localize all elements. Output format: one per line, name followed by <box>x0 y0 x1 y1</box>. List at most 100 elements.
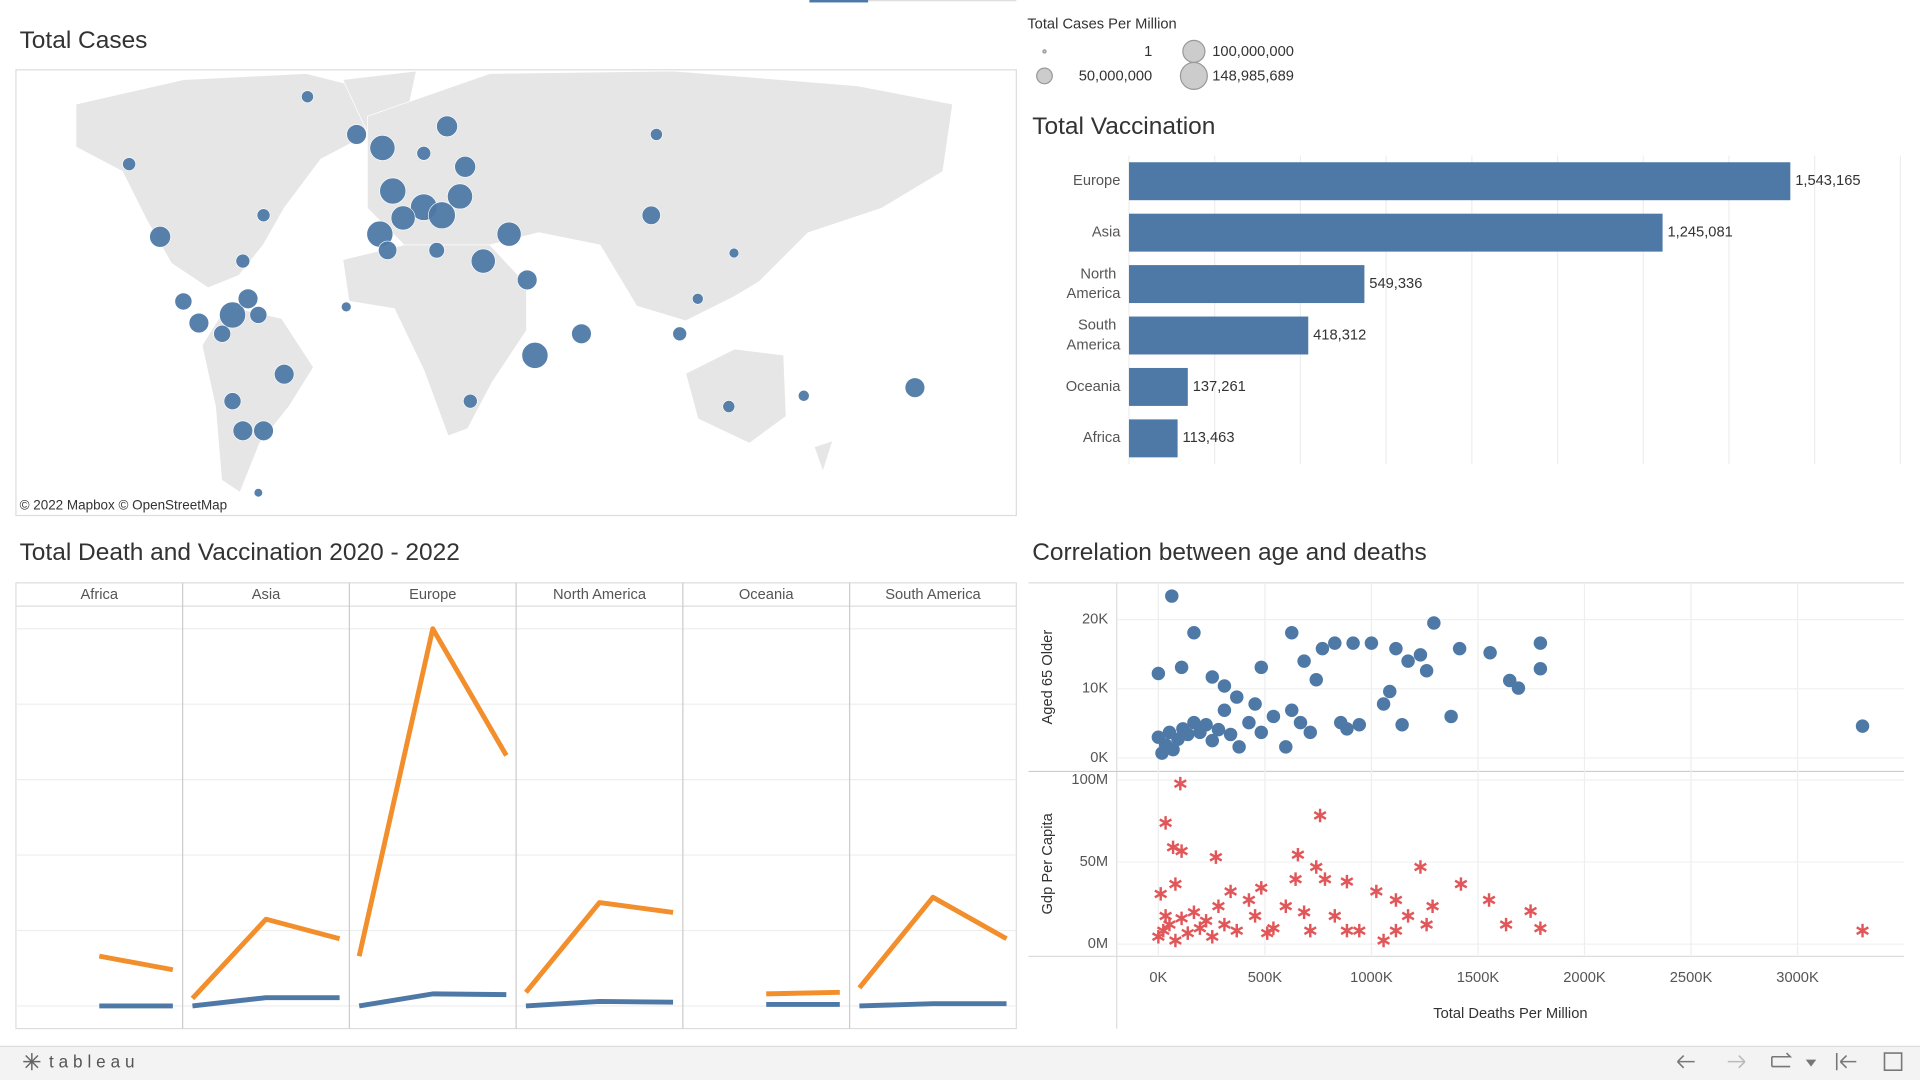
logo-icon <box>23 1053 41 1071</box>
data-point <box>1303 923 1317 938</box>
data-point <box>1254 881 1268 895</box>
legend-label: 100,000,000 <box>1212 44 1294 60</box>
value-label: 137,261 <box>1193 379 1246 395</box>
data-point <box>1328 909 1342 923</box>
case-bubble <box>122 157 136 171</box>
case-bubble <box>428 201 456 230</box>
category-label: North America <box>1067 266 1122 302</box>
data-point <box>1419 664 1434 678</box>
data-point <box>1199 914 1213 928</box>
series-line <box>358 991 507 1009</box>
case-bubble <box>463 393 478 409</box>
data-point <box>1205 733 1220 748</box>
y-tick-label: 10K <box>1082 681 1108 697</box>
facet-label: Asia <box>252 587 281 603</box>
map-attribution: © 2022 Mapbox © OpenStreetMap <box>20 497 228 512</box>
data-point <box>1254 660 1269 675</box>
data-point <box>1187 905 1201 920</box>
line-title: Total Death and Vaccination 2020 - 2022 <box>20 539 460 566</box>
case-bubble <box>797 389 810 402</box>
case-bubble <box>728 247 740 259</box>
redo-button[interactable] <box>1727 1054 1746 1069</box>
case-bubble <box>447 183 473 210</box>
y-tick-label: 0M <box>1088 936 1108 952</box>
case-bubble <box>672 326 687 342</box>
data-point <box>1168 933 1182 948</box>
facet-label: North America <box>553 587 647 603</box>
case-bubble <box>496 221 522 247</box>
x-tick-label: 2000K <box>1563 970 1606 986</box>
series-line <box>857 894 1008 990</box>
y-axis-title: Aged 65 Older <box>1040 630 1056 725</box>
data-point <box>1377 933 1391 948</box>
data-point <box>1340 722 1354 736</box>
data-point <box>1452 641 1467 656</box>
case-bubble <box>253 420 274 441</box>
data-point <box>1165 589 1179 603</box>
data-point <box>1315 641 1330 656</box>
fullscreen-button[interactable] <box>1883 1052 1903 1071</box>
case-bubble <box>454 156 476 178</box>
category-label: South America <box>1067 318 1122 354</box>
case-bubble <box>213 324 232 343</box>
case-bubble <box>416 146 432 161</box>
category-label: Africa <box>1083 430 1121 446</box>
data-point <box>1217 679 1232 693</box>
data-point <box>1420 917 1434 932</box>
case-bubble <box>691 292 704 305</box>
data-point <box>1389 641 1403 656</box>
value-label: 113,463 <box>1183 430 1235 446</box>
data-point <box>1855 719 1870 733</box>
data-point <box>1242 893 1256 907</box>
data-point <box>1482 893 1496 907</box>
data-point <box>1166 742 1180 757</box>
series-line <box>524 900 674 994</box>
data-point <box>1856 923 1869 938</box>
data-point <box>1266 709 1281 724</box>
data-point <box>1309 860 1323 874</box>
data-point <box>1346 636 1360 650</box>
case-bubble <box>249 306 268 324</box>
data-point <box>1318 872 1332 886</box>
data-point <box>1291 847 1305 862</box>
case-bubble <box>369 135 396 161</box>
data-point <box>1293 715 1308 730</box>
tab-indicator <box>809 0 869 3</box>
footer-controls[interactable] <box>1676 1052 1903 1071</box>
revert-menu[interactable] <box>1805 1059 1817 1067</box>
data-point <box>1511 681 1526 695</box>
revert-button[interactable] <box>1771 1052 1793 1068</box>
case-bubble <box>436 115 458 138</box>
data-point <box>1389 893 1403 907</box>
data-point <box>1352 923 1366 938</box>
case-bubble <box>235 253 251 269</box>
map-bubbles <box>122 90 926 498</box>
data-point <box>1159 909 1173 923</box>
case-bubble <box>223 392 242 410</box>
case-bubble <box>722 400 736 413</box>
data-point <box>1383 684 1397 699</box>
y-tick-label: 50M <box>1080 854 1109 870</box>
bar <box>1128 265 1365 304</box>
data-point <box>1156 923 1170 938</box>
map-land <box>75 70 954 493</box>
data-point <box>1533 661 1548 676</box>
legend-size <box>1182 39 1206 64</box>
data-point <box>1232 740 1246 754</box>
data-point <box>1313 808 1327 823</box>
undo-button[interactable] <box>1676 1054 1695 1069</box>
data-point <box>1444 709 1458 724</box>
case-bubble <box>428 242 445 259</box>
data-point <box>1174 660 1189 675</box>
pause-button[interactable] <box>1835 1053 1857 1071</box>
series-line <box>859 1001 1007 1009</box>
footer-bar <box>0 1045 1920 1080</box>
category-label: Oceania <box>1066 379 1122 395</box>
data-point <box>1364 636 1379 650</box>
series-line <box>190 916 341 1001</box>
data-point <box>1254 725 1269 740</box>
case-bubble <box>256 208 271 223</box>
value-label: 1,543,165 <box>1795 173 1860 189</box>
legend-label: 50,000,000 <box>1079 68 1153 84</box>
